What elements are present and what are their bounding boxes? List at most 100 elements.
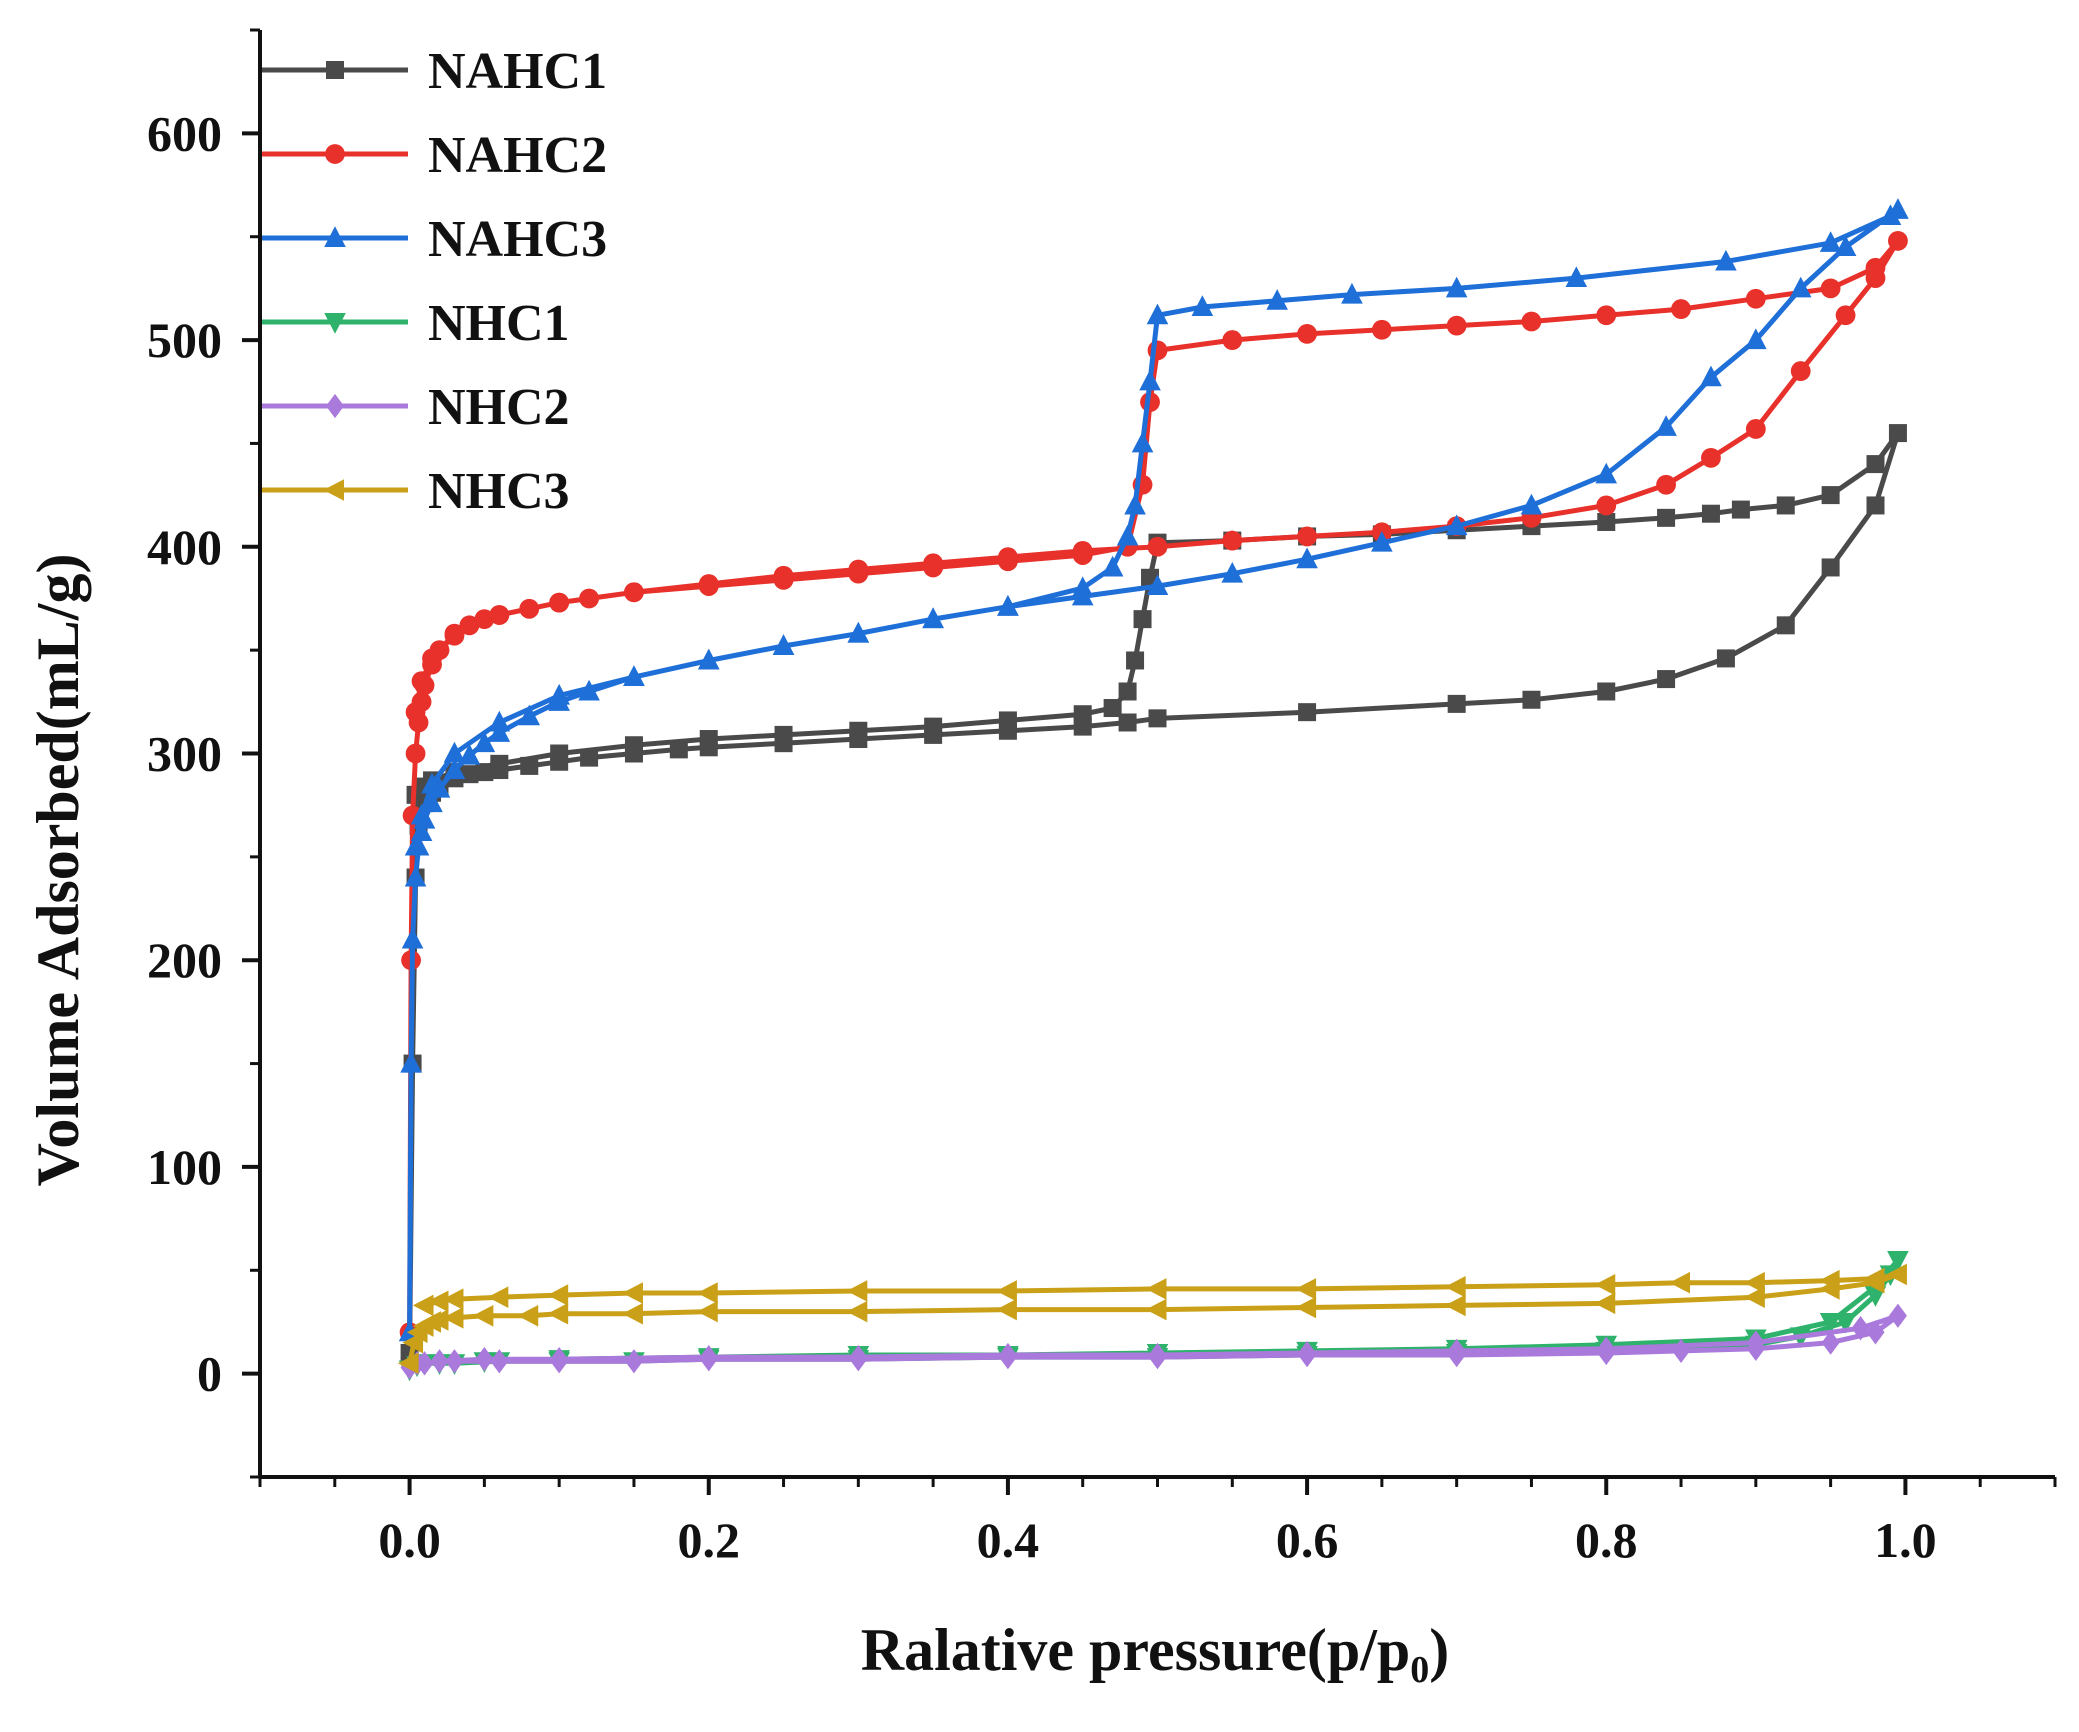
data-point-nahc2 (444, 623, 465, 644)
data-point-nahc1 (1522, 690, 1541, 709)
legend-label: NAHC1 (428, 43, 607, 100)
data-point-nhc2 (1851, 1316, 1870, 1341)
data-point-nahc3 (1445, 276, 1468, 298)
data-point-nhc3 (1886, 1263, 1907, 1286)
data-point-nhc3 (547, 1284, 569, 1306)
data-point-nahc2 (1790, 361, 1811, 381)
legend-entry-nahc2: NAHC2 (262, 127, 607, 184)
data-point-nahc2 (549, 592, 570, 613)
data-point-nahc3 (578, 679, 600, 701)
data-point-nahc2 (1820, 278, 1841, 299)
legend-label: NAHC3 (428, 211, 607, 268)
ticks-layer: 0.0 0.2 0.4 0.6 0.8 1.0 0 100 200 300 400 500 600 (147, 28, 2057, 1568)
data-point-nahc3 (1745, 328, 1767, 350)
legend-entry-nahc3: NAHC3 (262, 211, 607, 268)
data-point-nahc1 (1776, 616, 1795, 635)
data-point-nahc1 (1118, 682, 1137, 701)
data-point-nahc1 (1118, 713, 1137, 732)
data-point-nahc1 (1148, 709, 1167, 728)
data-point-nahc1 (669, 740, 688, 759)
data-point-nahc3 (421, 791, 443, 813)
data-point-nahc1 (1701, 504, 1720, 523)
data-point-nahc1 (490, 754, 509, 773)
data-point-nhc3 (427, 1309, 449, 1331)
data-point-nahc1 (1888, 424, 1907, 443)
legend-label: NHC3 (428, 463, 570, 520)
data-point-nahc2 (405, 702, 426, 723)
data-point-nahc2 (1222, 530, 1243, 551)
data-point-nahc1 (624, 736, 643, 755)
data-point-nahc1 (1126, 651, 1145, 670)
data-point-nhc2 (430, 1349, 449, 1374)
y-tick-label: 100 (147, 1139, 222, 1195)
series-nhc3 (397, 1263, 1907, 1375)
data-point-nhc2 (699, 1344, 718, 1370)
data-point-nhc2 (415, 1351, 434, 1376)
data-point-nahc1 (1447, 694, 1466, 713)
data-point-nahc3 (1146, 574, 1169, 596)
data-point-nahc3 (488, 710, 511, 732)
data-point-nahc1 (849, 721, 868, 740)
data-point-nhc3 (427, 1290, 449, 1313)
data-point-nahc1 (1133, 610, 1152, 629)
data-point-nahc3 (1789, 276, 1812, 298)
data-point-nahc2 (1147, 536, 1168, 557)
data-point-nahc3 (443, 758, 466, 780)
data-point-nhc3 (846, 1300, 868, 1323)
x-tick-label: 0.8 (1575, 1512, 1638, 1568)
data-point-nahc2 (848, 559, 869, 580)
data-point-nhc3 (1444, 1276, 1466, 1298)
data-point-nahc2 (405, 743, 426, 764)
data-point-nahc3 (410, 803, 433, 825)
y-tick-label: 300 (147, 726, 222, 782)
data-point-nahc1 (774, 725, 793, 744)
data-point-nahc3 (1565, 266, 1588, 288)
y-tick-label: 200 (147, 932, 222, 988)
data-point-nhc3 (1444, 1294, 1466, 1317)
data-point-nahc2 (1835, 305, 1856, 326)
data-point-nahc2 (1596, 495, 1617, 516)
data-point-nahc2 (459, 615, 480, 636)
legend-label: NHC2 (428, 379, 570, 436)
legend-marker (324, 226, 346, 247)
data-point-nahc2 (519, 598, 540, 619)
data-point-nhc2 (1447, 1338, 1466, 1364)
data-point-nahc2 (1297, 526, 1317, 547)
data-point-nahc1 (998, 711, 1017, 730)
legend-marker (326, 393, 344, 419)
data-point-nhc2 (1148, 1342, 1167, 1368)
y-axis-title: Volume Adsorbed(mL/g) (25, 554, 91, 1187)
data-point-nahc3 (1124, 493, 1146, 515)
data-point-nahc2 (411, 671, 432, 692)
data-point-nahc1 (1821, 558, 1840, 577)
data-point-nhc2 (1597, 1336, 1616, 1361)
data-point-nhc2 (1746, 1330, 1765, 1355)
data-point-nahc2 (1222, 330, 1243, 350)
data-point-nahc2 (1671, 299, 1691, 319)
data-point-nhc3 (846, 1280, 868, 1302)
data-point-nahc3 (1131, 431, 1154, 453)
data-point-nahc1 (1657, 508, 1676, 527)
data-point-nahc3 (1191, 295, 1214, 316)
legend-entry-nhc1: NHC1 (262, 295, 570, 352)
data-point-nahc2 (489, 605, 510, 625)
data-point-nahc2 (422, 648, 442, 669)
data-point-nhc3 (442, 1307, 464, 1329)
data-point-nahc3 (1296, 547, 1318, 569)
legend-label: NAHC2 (428, 127, 607, 184)
y-tick-label: 600 (147, 105, 222, 161)
data-point-nhc2 (1888, 1303, 1907, 1328)
data-point-nahc1 (520, 756, 539, 775)
data-point-nahc2 (1371, 319, 1392, 340)
data-point-nahc3 (922, 607, 944, 629)
data-point-nhc2 (550, 1347, 569, 1372)
legend-marker (323, 479, 344, 501)
data-point-nahc2 (1596, 305, 1617, 326)
data-point-nahc2 (1745, 288, 1766, 309)
data-point-nhc3 (1145, 1298, 1167, 1321)
data-point-nahc1 (1866, 455, 1885, 474)
data-point-nahc2 (474, 609, 495, 630)
data-point-nhc2 (475, 1347, 494, 1372)
data-point-nhc2 (445, 1349, 464, 1374)
